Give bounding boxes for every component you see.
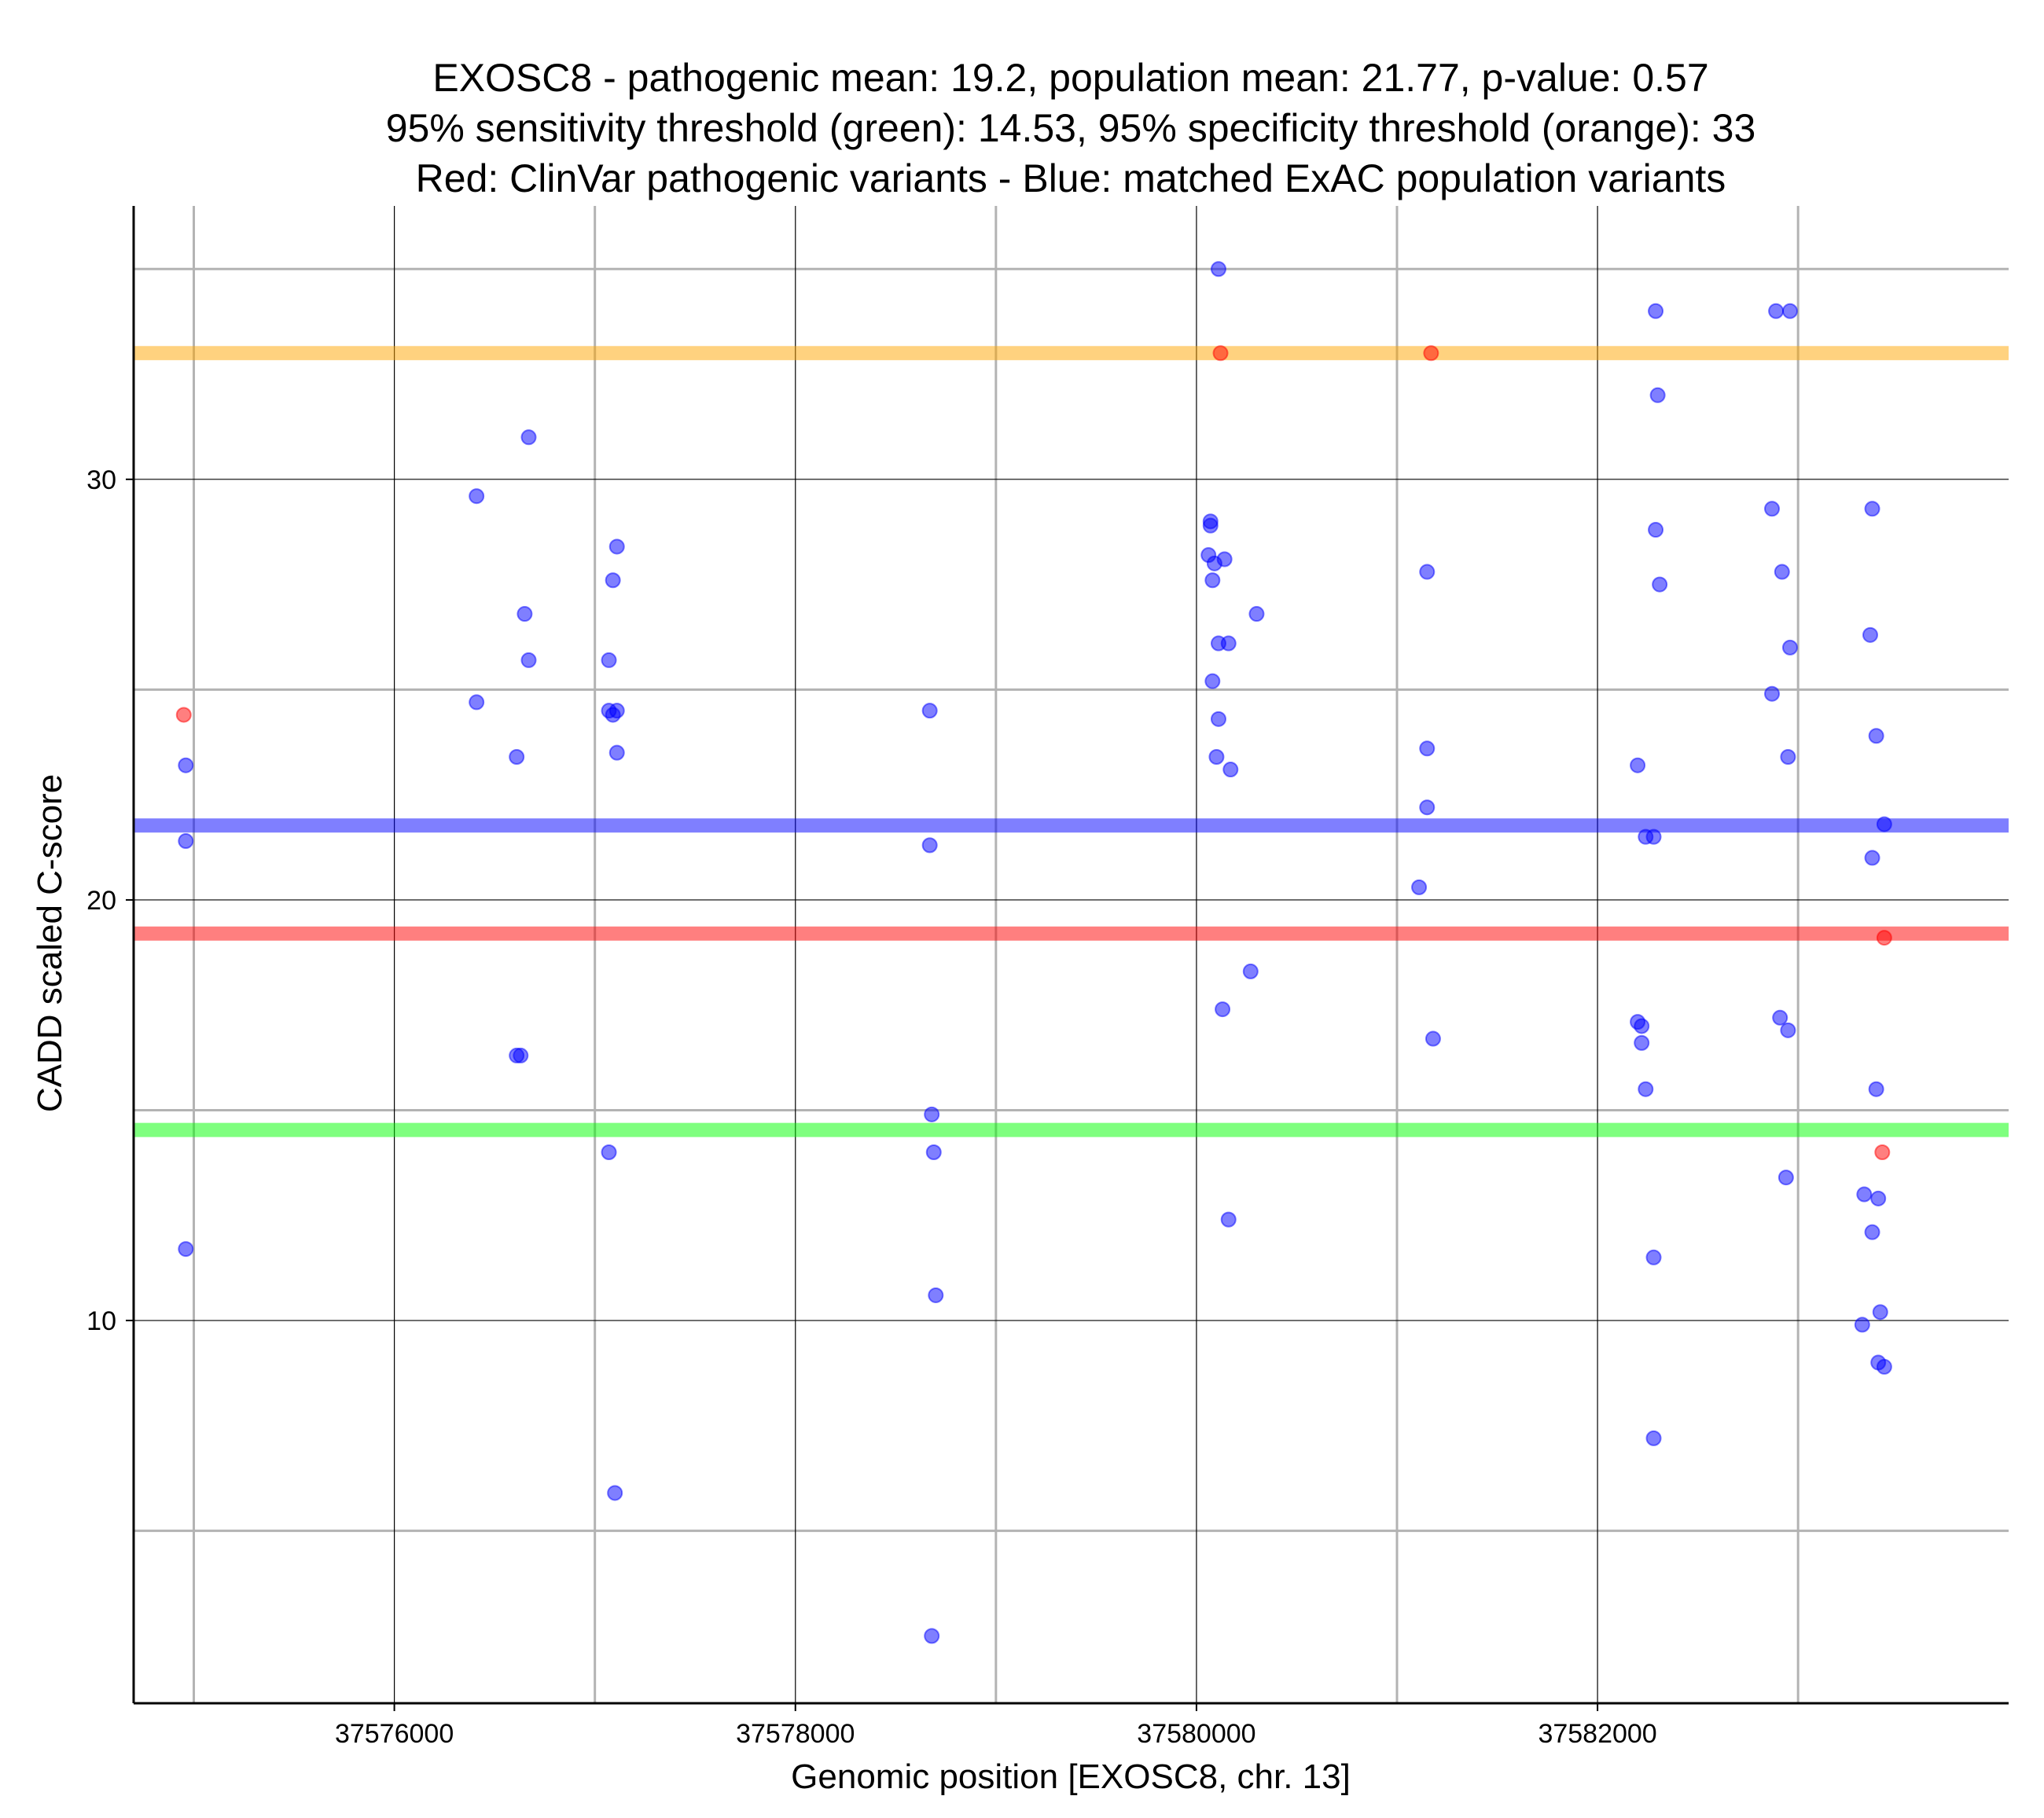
population-variant-point [1222,762,1239,778]
population-variant-point [1652,576,1668,593]
population-variant-point [1208,748,1225,765]
population-variant-point [1772,1009,1788,1026]
population-variant-point [1781,639,1798,656]
x-axis-title: Genomic position [EXOSC8, chr. 13] [791,1757,1351,1796]
population-variant-point [601,652,617,668]
x-tick-label: 37578000 [736,1719,855,1749]
population-variant-point [1876,816,1892,832]
population-variant-point [1768,303,1785,319]
population-variant-point [1864,850,1880,866]
population-variant-point [1425,1030,1441,1047]
population-variant-point [469,488,485,505]
reference-lines [134,346,2009,1137]
population-variant-point [605,572,621,589]
population-variant-point [1864,1224,1880,1240]
population-variant-point [513,1047,529,1063]
y-axis-title: CADD scaled C-score [31,774,69,1112]
population-variant-point [1856,1186,1873,1203]
population-variant-point [1204,673,1221,689]
pathogenic-variant-point [1212,345,1229,362]
population-variant-point [469,694,485,711]
population-variant-point [520,429,537,446]
population-variant-point [1781,303,1798,319]
y-tick-label: 20 [86,886,116,916]
data-points [175,261,1892,1644]
population-variant-point [520,652,537,668]
population-variant-point [1645,1249,1662,1265]
population-variant-point [1630,757,1646,773]
population-variant-point [178,757,194,773]
population-variant-point [1780,748,1796,765]
population-variant-point [178,1241,194,1258]
population-variant-point [1215,1001,1231,1018]
population-variant-point [1204,572,1221,589]
population-variant-point [1645,1430,1662,1446]
grid [134,206,2009,1703]
population-variant-point [1216,551,1233,567]
x-tick-label: 37576000 [335,1719,454,1749]
y-tick-label: 10 [86,1306,116,1336]
population-variant-point [1634,1018,1650,1034]
population-variant-point [925,1144,942,1161]
population-variant-point [1220,1211,1237,1228]
population-variant-point [1876,1358,1892,1375]
population-variant-point [1645,828,1662,845]
x-tick-label: 37580000 [1137,1719,1255,1749]
population-variant-point [1780,1022,1796,1038]
population-variant-point [1411,879,1428,895]
population-variant-point [607,1485,623,1501]
population-variant-point [1764,685,1781,702]
population-variant-point [1419,740,1436,757]
population-variant-point [1638,1081,1654,1097]
population-variant-point [509,748,525,765]
tick-labels: 37576000 37578000 37580000 37582000 10 20 30 [86,465,1657,1749]
population-variant-point [1419,799,1436,816]
population-variant-point [1774,564,1790,580]
title-line-3: Red: ClinVar pathogenic variants - Blue:… [416,156,1726,200]
pathogenic-variant-point [1876,930,1892,946]
population-variant-point [924,1106,940,1122]
population-variant-point [1242,963,1259,979]
population-variant-point [1648,303,1664,319]
population-variant-point [517,606,533,623]
population-variant-point [1649,387,1666,403]
population-variant-point [1220,635,1237,652]
population-variant-point [1248,606,1265,623]
population-variant-point [1870,1190,1887,1206]
population-variant-point [1210,261,1226,277]
population-variant-point [1777,1170,1794,1186]
population-variant-point [921,703,938,719]
population-variant-point [928,1287,944,1303]
title-line-2: 95% sensitivity threshold (green): 14.53… [386,106,1756,150]
population-variant-point [178,833,194,850]
pathogenic-variant-point [1874,1144,1891,1161]
axes [132,206,2009,1705]
x-tick-label: 37582000 [1538,1719,1656,1749]
pathogenic-variant-point [1423,345,1439,362]
population-variant-point [1764,501,1781,517]
population-variant-point [921,837,938,854]
chart-title: EXOSC8 - pathogenic mean: 19.2, populati… [386,56,1756,200]
population-variant-point [1419,564,1436,580]
population-variant-point [1868,1081,1884,1097]
population-variant-point [1648,522,1664,538]
population-variant-point [1634,1034,1650,1051]
title-line-1: EXOSC8 - pathogenic mean: 19.2, populati… [432,56,1708,100]
population-variant-point [1868,728,1884,744]
population-variant-point [608,703,625,719]
population-variant-point [1210,711,1226,727]
population-variant-point [1854,1317,1870,1333]
population-variant-point [1864,501,1880,517]
population-variant-point [608,538,625,555]
population-variant-point [1872,1304,1888,1320]
population-variant-point [1202,513,1219,530]
population-variant-point [601,1144,617,1161]
pathogenic-variant-point [175,707,192,723]
population-variant-point [1862,626,1878,643]
population-variant-point [924,1628,940,1644]
population-variant-point [608,744,625,761]
y-tick-label: 30 [86,465,116,495]
